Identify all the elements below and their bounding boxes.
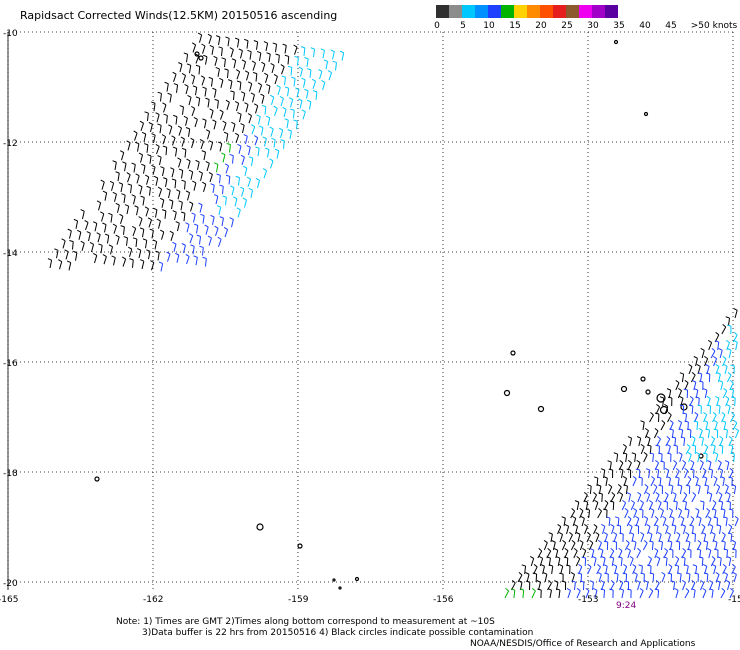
- axis-tick-labels: -165 -162 -159 -156 -153 -150 -10 -12 -14 -16 -18 -…: [0, 29, 740, 605]
- wind-swath-southeast: [504, 308, 740, 599]
- legend-label: 30: [587, 21, 599, 31]
- lat-tick-label: -18: [3, 469, 18, 479]
- legend-swatch: [462, 5, 475, 18]
- lat-lon-grid: [7, 31, 735, 590]
- island-outline: [680, 403, 688, 411]
- legend-label: 20: [535, 21, 547, 31]
- legend-label: 45: [665, 21, 677, 31]
- note-line-2: 3)Data buffer is 22 hrs from 20150516 4)…: [142, 628, 534, 638]
- legend-label: 10: [483, 21, 495, 31]
- lon-tick-label: -162: [143, 595, 163, 605]
- island-outline: [194, 51, 200, 57]
- legend-swatch: [475, 5, 488, 18]
- island-outline: [338, 586, 342, 590]
- island-outline: [297, 543, 303, 549]
- island-outline: [503, 389, 511, 397]
- island-outline: [537, 405, 545, 413]
- legend-label: 15: [509, 21, 521, 31]
- island-outline: [256, 523, 264, 531]
- legend-swatch: [605, 5, 618, 18]
- legend-swatch: [501, 5, 514, 18]
- legend-swatch: [566, 5, 579, 18]
- legend-label: >50 knots: [690, 21, 738, 31]
- island-outline: [620, 385, 628, 393]
- legend-swatch: [449, 5, 462, 18]
- map-title: Rapidsact Corrected Winds(12.5KM) 201505…: [20, 9, 338, 22]
- swath-time-label: 9:24: [616, 601, 637, 611]
- island-outline: [659, 405, 669, 415]
- legend-label: 35: [613, 21, 625, 31]
- lon-tick-label: -156: [433, 595, 454, 605]
- note-line-1: Note: 1) Times are GMT 2)Times along bot…: [116, 617, 495, 627]
- island-outline: [94, 476, 100, 482]
- legend-swatch: [579, 5, 592, 18]
- island-outline: [198, 55, 204, 61]
- island-outline: [645, 389, 651, 395]
- lat-tick-label: -16: [3, 359, 18, 369]
- legend-labels: 0 5 10 15 20 25 30 35 40 45 >50 knots: [434, 21, 737, 33]
- island-outline: [640, 376, 646, 382]
- note-line-3: NOAA/NESDIS/Office of Research and Appli…: [470, 639, 696, 649]
- islands: [94, 39, 704, 590]
- lat-tick-label: -20: [3, 579, 18, 589]
- island-outline: [354, 576, 360, 582]
- wind-swath-northwest: [47, 32, 345, 272]
- lat-tick-label: -10: [3, 29, 18, 39]
- legend-swatch: [527, 5, 540, 18]
- legend-color-bar: [436, 5, 618, 18]
- legend-swatch: [514, 5, 527, 18]
- island-outline: [656, 393, 666, 403]
- lat-tick-label: -12: [3, 139, 18, 149]
- island-outline: [613, 39, 619, 45]
- legend-swatch: [553, 5, 566, 18]
- island-outline: [643, 111, 649, 117]
- legend-swatch: [592, 5, 605, 18]
- legend-label: 5: [460, 21, 466, 31]
- lon-tick-label: -150: [728, 595, 740, 605]
- legend-label: 40: [639, 21, 651, 31]
- legend-swatch: [436, 5, 449, 18]
- island-outline: [510, 350, 516, 356]
- lon-tick-label: -153: [578, 595, 598, 605]
- island-outline: [332, 578, 336, 582]
- legend-label: 25: [561, 21, 573, 31]
- legend-swatch: [488, 5, 501, 18]
- lat-tick-label: -14: [3, 249, 18, 259]
- wind-speed-legend: 0 5 10 15 20 25 30 35 40 45 >50 knots: [434, 5, 737, 33]
- legend-label: 0: [434, 21, 440, 31]
- lon-tick-label: -165: [0, 595, 18, 605]
- lon-tick-label: -159: [288, 595, 309, 605]
- legend-swatch: [540, 5, 553, 18]
